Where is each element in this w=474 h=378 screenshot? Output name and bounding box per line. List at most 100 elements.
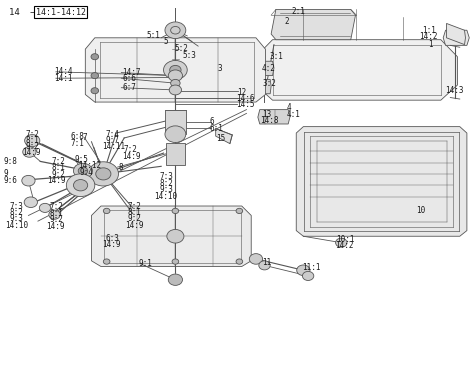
Text: 14:1: 14:1 [55,74,73,83]
Text: 3:2: 3:2 [262,79,276,88]
Text: 14:10: 14:10 [5,221,28,230]
Text: 14:5: 14:5 [236,100,255,109]
Text: 14:9: 14:9 [47,176,66,185]
Text: 14:3: 14:3 [446,86,464,95]
Text: 14:8: 14:8 [260,116,278,125]
Text: 6:6: 6:6 [122,74,136,83]
Polygon shape [85,38,265,102]
Polygon shape [296,127,467,236]
Text: 2:1: 2:1 [291,7,305,16]
Text: 14:9: 14:9 [102,240,120,249]
Text: 8:1: 8:1 [128,208,142,217]
Text: 3:1: 3:1 [269,52,283,61]
Circle shape [297,265,310,276]
Circle shape [168,70,182,81]
Text: 9:2: 9:2 [50,215,64,224]
Circle shape [49,210,60,219]
Text: 9:2: 9:2 [128,214,142,223]
Text: 7:2: 7:2 [50,202,64,211]
Text: 9:5: 9:5 [75,155,89,164]
Text: 7:2: 7:2 [128,201,142,211]
Text: 7:4: 7:4 [105,130,119,139]
Circle shape [91,88,99,94]
Circle shape [91,73,99,79]
Text: 4: 4 [287,103,292,112]
Text: 5:2: 5:2 [174,43,188,53]
Text: 9: 9 [4,169,9,178]
Text: 14:9: 14:9 [46,222,64,231]
Text: 8:2: 8:2 [159,179,173,188]
Circle shape [91,54,99,60]
Text: 14:10: 14:10 [155,192,178,201]
Circle shape [336,238,347,247]
Text: 11:1: 11:1 [302,263,321,272]
Circle shape [171,79,180,87]
Polygon shape [443,30,469,45]
Text: 12: 12 [237,88,246,97]
Text: 2: 2 [284,17,289,26]
Text: 3: 3 [217,64,222,73]
Text: 9:3: 9:3 [9,214,23,223]
Text: 10: 10 [416,206,426,215]
Polygon shape [271,9,356,40]
Circle shape [78,167,88,175]
Text: 7:2: 7:2 [123,145,137,154]
Text: 8:1: 8:1 [50,209,64,218]
Text: 9:8: 9:8 [4,157,18,166]
Text: 9:6: 9:6 [4,176,18,185]
Text: 10:1: 10:1 [337,235,355,244]
Text: 7: 7 [83,133,88,142]
Circle shape [25,135,40,147]
Circle shape [23,147,36,157]
Polygon shape [257,61,274,76]
Text: 1: 1 [428,40,433,49]
Text: 11: 11 [262,258,272,267]
Circle shape [168,274,182,285]
Text: 6:7: 6:7 [122,83,136,92]
Text: 9:1: 9:1 [139,259,153,268]
Text: 6:3: 6:3 [105,234,119,243]
Text: 8:1: 8:1 [25,136,39,145]
Circle shape [96,168,111,180]
Circle shape [39,203,51,212]
Circle shape [73,163,92,178]
Text: 14:9: 14:9 [122,152,141,161]
Circle shape [103,208,110,214]
Text: 9:2: 9:2 [51,170,65,179]
Circle shape [170,65,181,74]
Text: 9:3: 9:3 [159,185,173,194]
Circle shape [103,259,110,264]
Circle shape [169,85,182,95]
Circle shape [22,175,35,186]
Text: 7:1: 7:1 [70,139,84,148]
Polygon shape [447,23,465,45]
Circle shape [172,208,179,214]
Circle shape [236,259,243,264]
Circle shape [259,261,270,270]
Polygon shape [257,79,271,94]
Text: 13: 13 [262,110,272,119]
Text: 1:1: 1:1 [422,26,436,35]
Circle shape [249,254,263,264]
Text: 14:4: 14:4 [55,67,73,76]
Text: 6:8: 6:8 [70,132,84,141]
Text: 14:6: 14:6 [236,94,255,103]
Text: 7:2: 7:2 [51,157,65,166]
Text: 14  –: 14 – [9,8,36,17]
Text: 14:2: 14:2 [419,32,438,41]
Text: 6:1: 6:1 [210,124,224,133]
Circle shape [24,197,37,208]
Circle shape [88,162,118,186]
Text: 14:11: 14:11 [102,142,126,151]
Text: 4:1: 4:1 [287,110,301,119]
Circle shape [302,271,314,280]
Text: 14:2: 14:2 [335,241,354,250]
Text: 6: 6 [210,117,215,126]
Circle shape [236,208,243,214]
Circle shape [164,60,187,79]
Text: 14:1-14:12: 14:1-14:12 [36,8,85,17]
Text: 5:1: 5:1 [147,31,161,40]
Circle shape [165,22,186,39]
Text: 14:9: 14:9 [22,148,40,157]
Polygon shape [258,110,290,124]
